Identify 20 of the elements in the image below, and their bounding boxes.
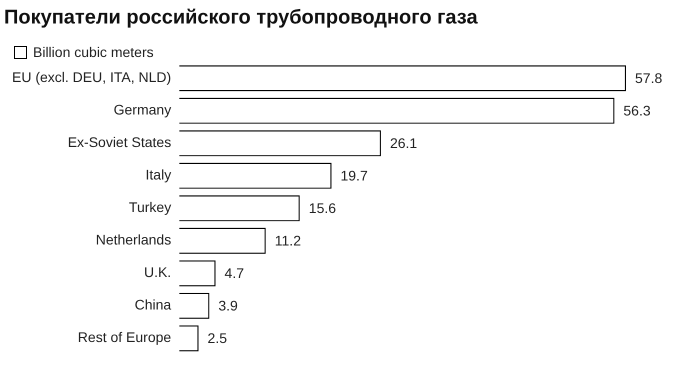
chart-title: Покупатели российского трубопроводного газа [4,6,478,29]
y-tick-label: China [134,296,172,313]
data-label: 26.1 [390,135,418,152]
data-label: 3.9 [218,298,238,314]
y-tick-label: Italy [146,166,172,183]
y-tick-label: EU (excl. DEU, ITA, NLD) [12,69,172,86]
y-tick-label: U.K. [144,264,172,280]
y-tick-label: Ex-Soviet States [68,134,172,150]
y-tick-label: Turkey [128,199,172,216]
data-label: 11.2 [274,232,302,249]
data-label: 15.6 [308,200,336,216]
data-label: 19.7 [340,168,368,184]
data-label: 56.3 [623,102,651,119]
y-tick-label: Germany [114,102,172,118]
data-label: 57.8 [634,70,662,86]
data-label: 4.7 [224,265,244,282]
y-tick-label: Rest of Europe [78,329,172,346]
data-label: 2.5 [208,330,228,346]
y-tick-label: Netherlands [96,232,172,248]
series-label: Billion cubic meters [33,44,154,60]
